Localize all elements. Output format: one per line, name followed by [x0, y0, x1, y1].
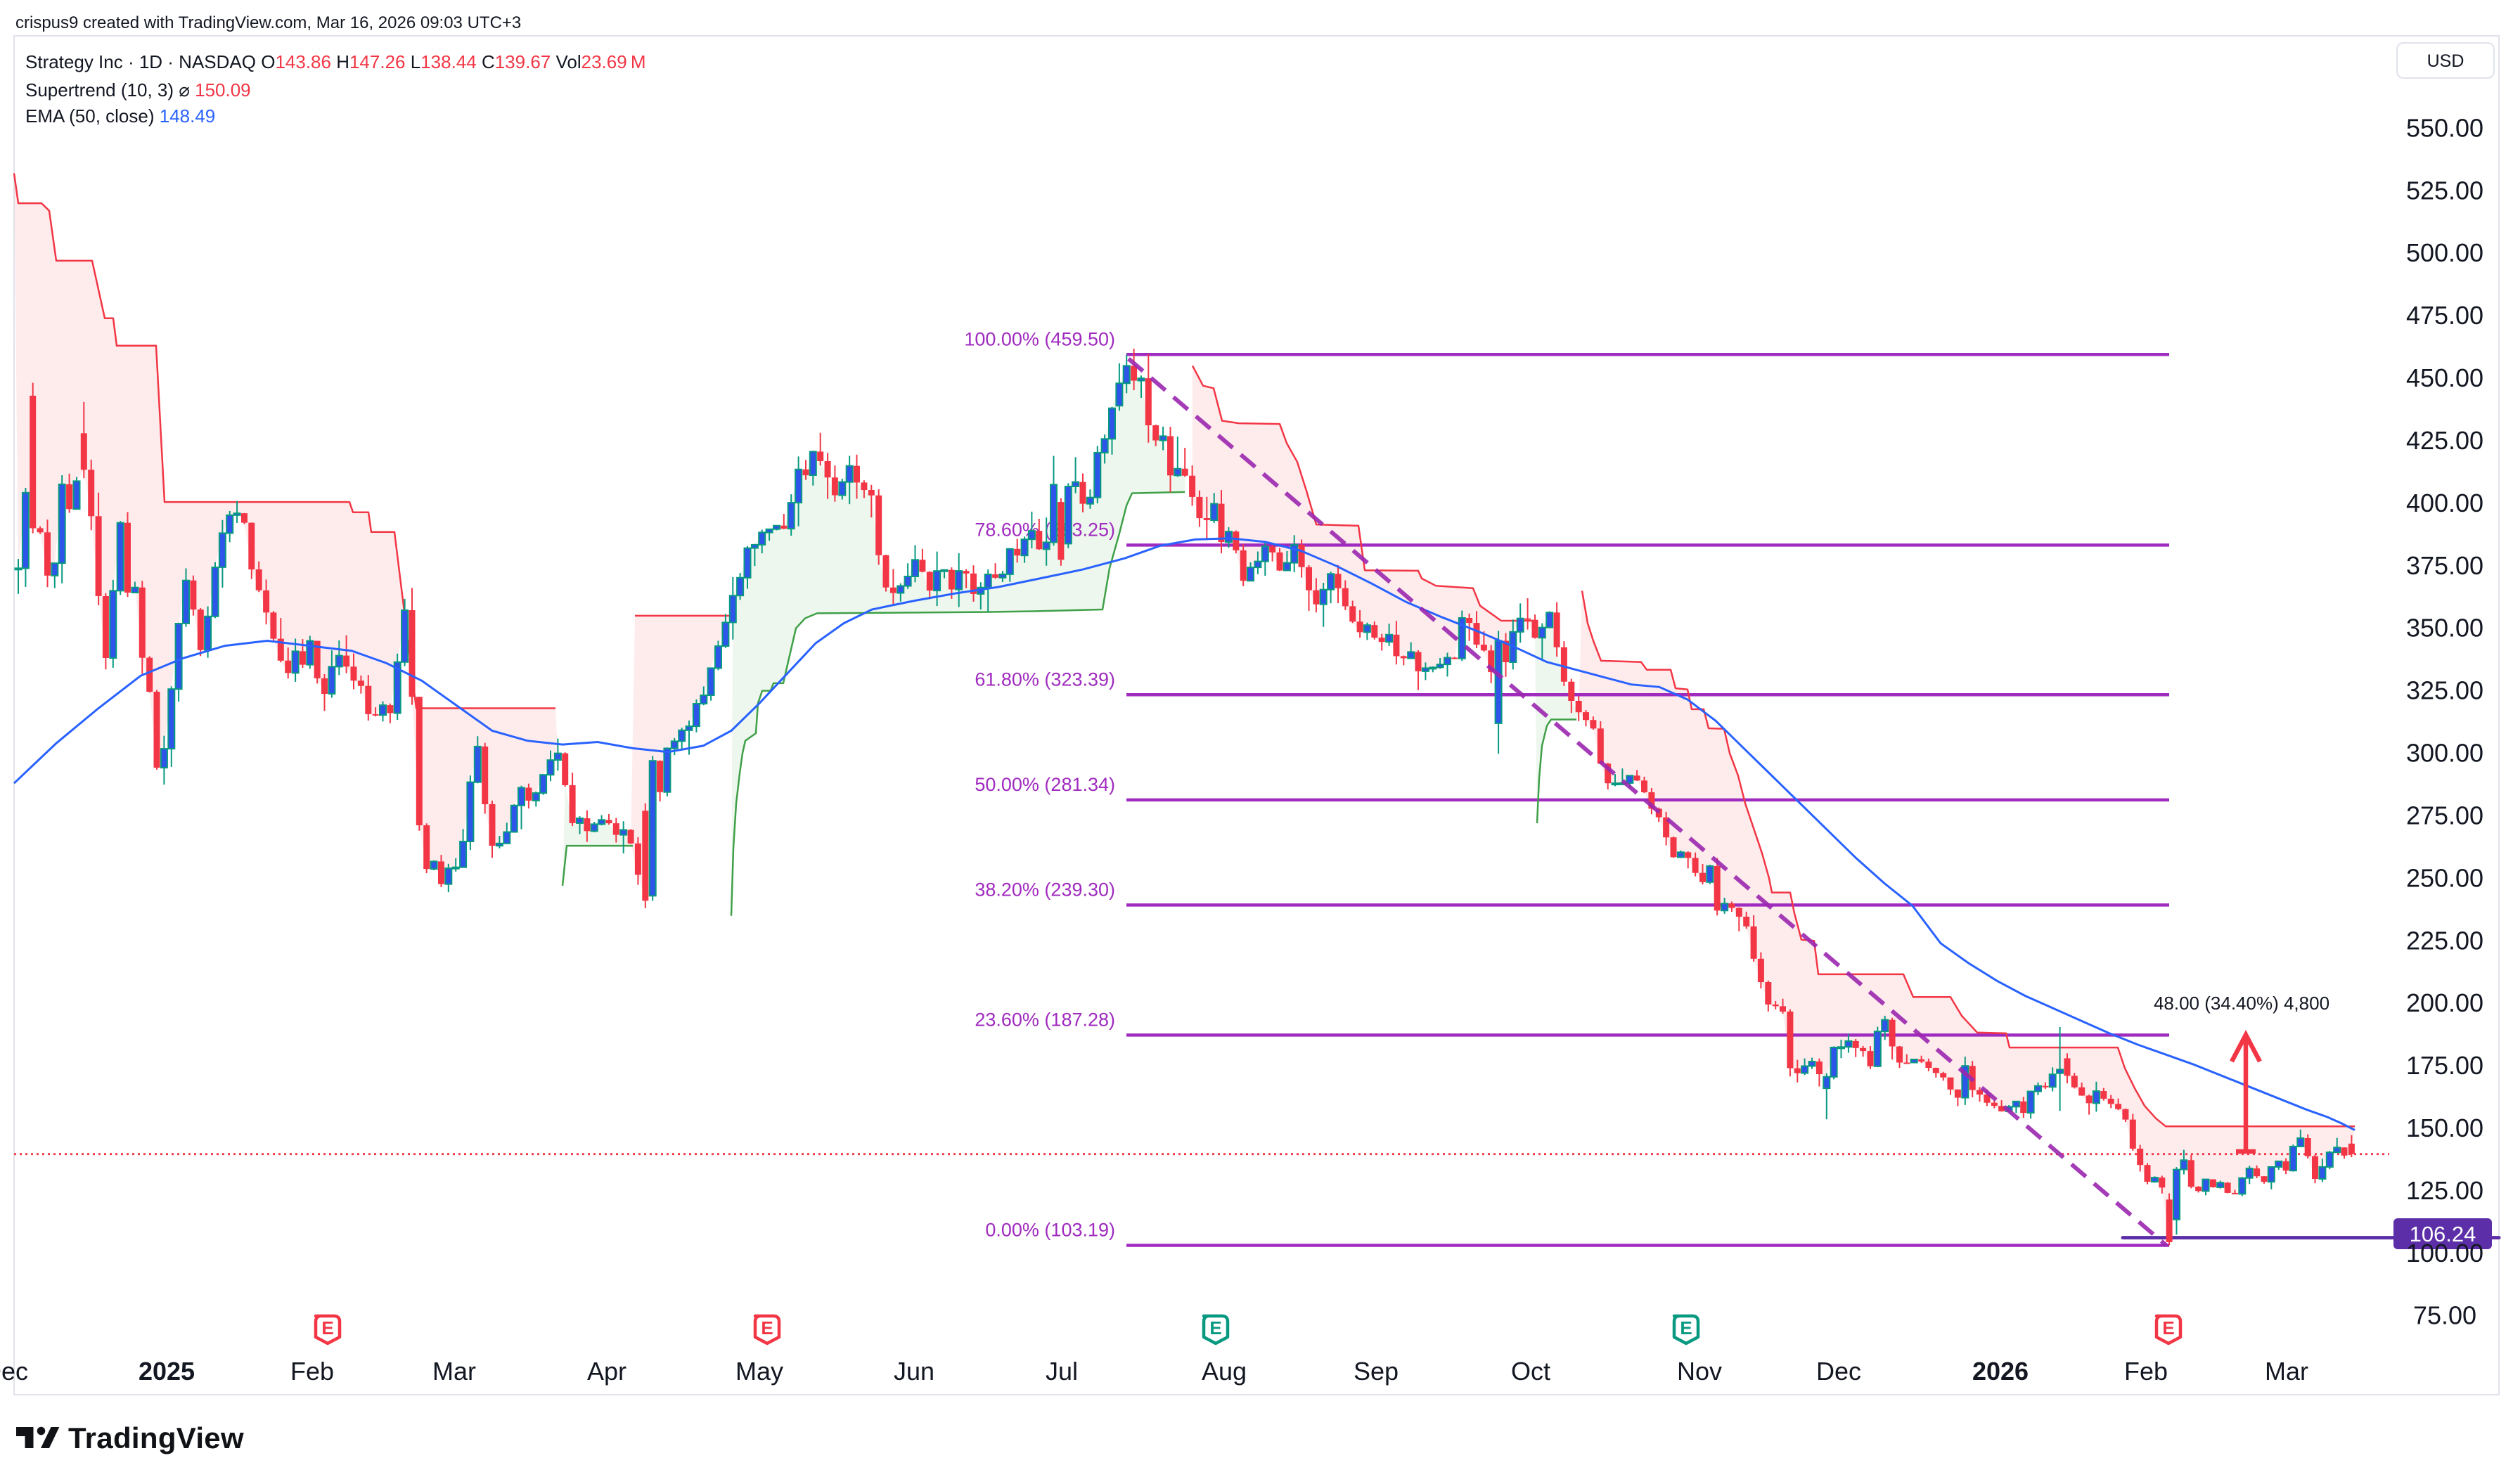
svg-text:2026: 2026 — [1972, 1357, 2029, 1386]
svg-text:Feb: Feb — [2124, 1357, 2168, 1386]
svg-text:Strategy Inc · 1D · NASDAQ O1: Strategy Inc · 1D · NASDAQ O143.86 H147.… — [25, 51, 646, 72]
svg-text:125.00: 125.00 — [2406, 1176, 2483, 1205]
svg-text:38.20% (239.30): 38.20% (239.30) — [975, 879, 1115, 900]
svg-text:350.00: 350.00 — [2406, 614, 2483, 643]
svg-text:Jul: Jul — [1046, 1357, 1078, 1386]
svg-text:78.60% (383.25): 78.60% (383.25) — [975, 519, 1115, 540]
svg-text:2025: 2025 — [139, 1357, 195, 1386]
svg-text:crispus9 created with TradingV: crispus9 created with TradingView.com, M… — [15, 13, 521, 32]
svg-text:Aug: Aug — [1202, 1357, 1247, 1386]
svg-text:23.60% (187.28): 23.60% (187.28) — [975, 1009, 1115, 1030]
svg-text:75.00: 75.00 — [2413, 1301, 2476, 1330]
svg-text:100.00: 100.00 — [2406, 1239, 2483, 1267]
svg-text:225.00: 225.00 — [2406, 926, 2483, 955]
svg-text:Dec: Dec — [1816, 1357, 1861, 1386]
svg-text:Dec: Dec — [0, 1357, 28, 1386]
svg-text:Oct: Oct — [1511, 1357, 1550, 1386]
svg-text:Feb: Feb — [290, 1357, 334, 1386]
svg-text:100.00% (459.50): 100.00% (459.50) — [964, 328, 1115, 349]
svg-text:250.00: 250.00 — [2406, 863, 2483, 892]
svg-text:61.80% (323.39): 61.80% (323.39) — [975, 669, 1115, 690]
svg-text:0.00% (103.19): 0.00% (103.19) — [985, 1220, 1115, 1241]
svg-text:E: E — [1680, 1317, 1692, 1338]
svg-text:USD: USD — [2427, 51, 2464, 71]
svg-text:E: E — [1209, 1317, 1221, 1338]
svg-text:375.00: 375.00 — [2406, 551, 2483, 580]
svg-text:Mar: Mar — [432, 1357, 476, 1386]
svg-text:325.00: 325.00 — [2406, 676, 2483, 705]
svg-text:400.00: 400.00 — [2406, 489, 2483, 517]
svg-text:525.00: 525.00 — [2406, 176, 2483, 205]
svg-text:TradingView: TradingView — [68, 1421, 244, 1454]
svg-text:475.00: 475.00 — [2406, 301, 2483, 330]
svg-text:Mar: Mar — [2265, 1357, 2308, 1386]
svg-text:200.00: 200.00 — [2406, 988, 2483, 1017]
svg-text:425.00: 425.00 — [2406, 426, 2483, 455]
svg-text:E: E — [321, 1317, 333, 1338]
svg-text:275.00: 275.00 — [2406, 801, 2483, 830]
svg-text:50.00% (281.34): 50.00% (281.34) — [975, 774, 1115, 795]
svg-text:Supertrend (10, 3) ⌀ 150.09: Supertrend (10, 3) ⌀ 150.09 — [25, 79, 251, 101]
svg-text:300.00: 300.00 — [2406, 739, 2483, 768]
svg-text:Nov: Nov — [1677, 1357, 1722, 1386]
svg-text:500.00: 500.00 — [2406, 238, 2483, 267]
svg-text:Sep: Sep — [1354, 1357, 1399, 1386]
svg-text:E: E — [2162, 1317, 2174, 1338]
svg-text:E: E — [761, 1317, 773, 1338]
svg-text:Apr: Apr — [587, 1357, 626, 1386]
svg-text:May: May — [735, 1357, 783, 1386]
svg-text:48.00 (34.40%) 4,800: 48.00 (34.40%) 4,800 — [2154, 993, 2329, 1014]
svg-text:EMA (50, close) 148.49: EMA (50, close) 148.49 — [25, 105, 215, 127]
svg-text:106.24: 106.24 — [2410, 1222, 2476, 1246]
svg-text:150.00: 150.00 — [2406, 1114, 2483, 1142]
svg-text:450.00: 450.00 — [2406, 363, 2483, 392]
svg-text:550.00: 550.00 — [2406, 113, 2483, 142]
svg-text:175.00: 175.00 — [2406, 1051, 2483, 1080]
svg-text:Jun: Jun — [894, 1357, 934, 1386]
